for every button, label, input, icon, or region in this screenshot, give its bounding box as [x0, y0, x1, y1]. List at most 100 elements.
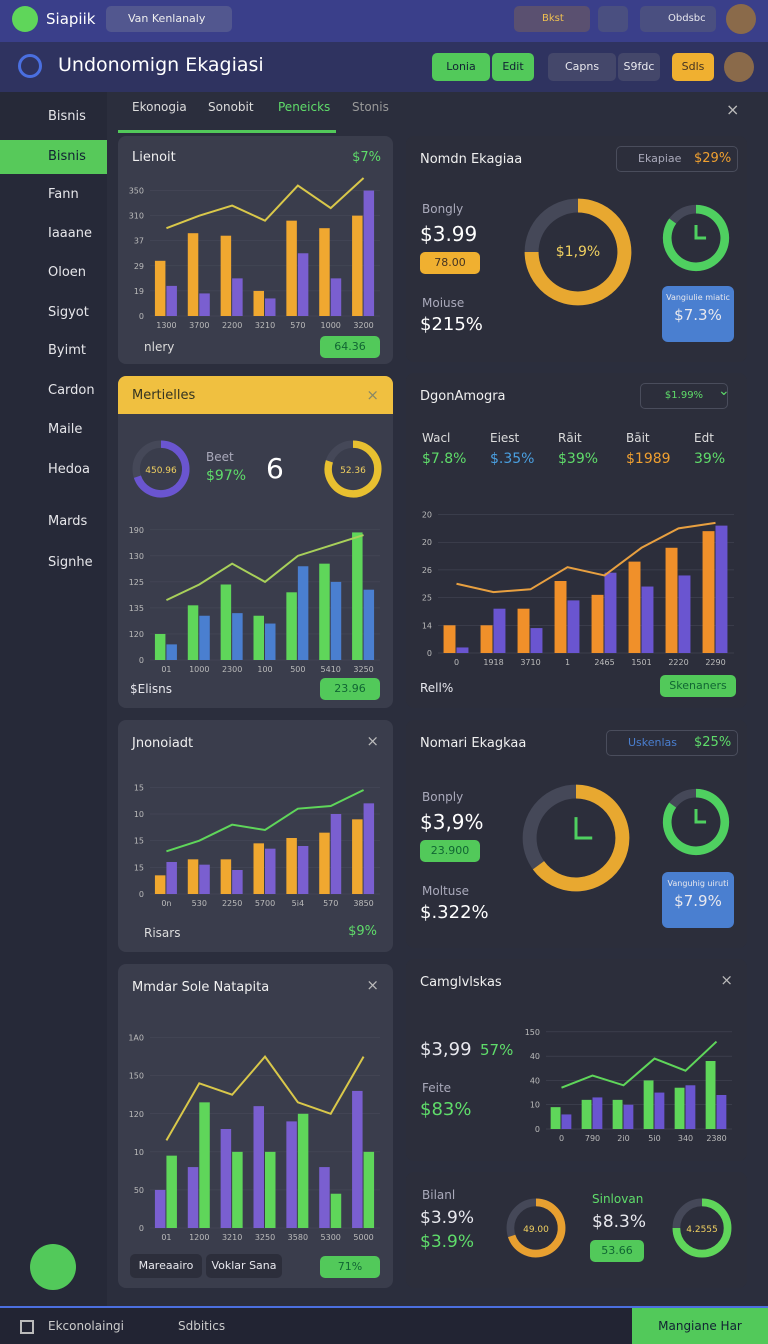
- bottom-item[interactable]: Sdbitics: [178, 1319, 226, 1333]
- x-tick-label: 5410: [321, 665, 341, 674]
- bar: [154, 260, 166, 316]
- tab-underline: [118, 130, 336, 133]
- user[interactable]: Obdsbc: [640, 6, 716, 32]
- footer-label: Risars: [144, 926, 181, 940]
- y-tick-label: 20: [422, 538, 432, 547]
- bar: [592, 1097, 603, 1129]
- y-tick-label: 350: [129, 187, 144, 196]
- x-tick-label: 3850: [353, 899, 373, 908]
- y-tick-label: 135: [129, 604, 144, 613]
- sidebar-item[interactable]: Iaaane: [48, 226, 92, 241]
- stat-label: Rāit: [558, 431, 582, 445]
- tab[interactable]: Ekonogia: [132, 100, 187, 114]
- close[interactable]: ×: [366, 386, 379, 404]
- sidebar-item[interactable]: Sigyot: [48, 305, 89, 320]
- sidebar-item[interactable]: Oloen: [48, 265, 87, 280]
- pill: 71%: [320, 1256, 380, 1278]
- bar: [352, 819, 363, 894]
- gauge: $1,9%: [524, 198, 632, 306]
- gauge: [522, 784, 630, 892]
- bar: [187, 859, 199, 894]
- button[interactable]: Voklar Sana: [206, 1254, 282, 1278]
- bar: [166, 862, 177, 894]
- bar: [253, 615, 264, 660]
- bottom-item[interactable]: Ekconolaingi: [48, 1319, 124, 1333]
- bar: [702, 531, 715, 653]
- button[interactable]: Skenaners: [660, 675, 736, 697]
- y-tick-label: 40: [530, 1076, 540, 1085]
- footer-label: nlery: [144, 340, 175, 354]
- label: Sinlovan: [592, 1192, 644, 1206]
- footer-label: Rell%: [420, 681, 454, 695]
- sidebar-item[interactable]: Cardon: [48, 383, 95, 398]
- card: Bilanl $3.9% $3.9% 49.00 Sinlovan $8.3% …: [406, 1172, 747, 1288]
- donut-arc: [662, 788, 730, 856]
- sidebar-item[interactable]: Signhe: [48, 555, 93, 570]
- stat-label: Bāit: [626, 431, 650, 445]
- chip[interactable]: Bkst: [514, 6, 590, 32]
- x-tick-label: 01: [161, 665, 171, 674]
- bar: [199, 1102, 210, 1228]
- fab[interactable]: [30, 1244, 76, 1290]
- card: Mmdar Sole Natapita × 0 50 10 120 150 1A0 01 12…: [118, 964, 393, 1288]
- sidebar-item[interactable]: Bisnis: [48, 109, 86, 124]
- bottom-button[interactable]: Mangiane Har: [632, 1308, 768, 1344]
- bar: [517, 608, 530, 653]
- sidebar-item[interactable]: Fann: [48, 187, 79, 202]
- close[interactable]: ×: [366, 732, 379, 750]
- sidebar-item[interactable]: Mards: [48, 514, 88, 529]
- icon: [20, 1320, 34, 1334]
- value: $3.9%: [420, 1232, 475, 1252]
- stat-value: $7.8%: [422, 451, 467, 467]
- sidebar-item[interactable]: Byimt: [48, 343, 86, 358]
- bar: [554, 581, 567, 653]
- logo: [12, 6, 38, 32]
- x-tick-label: 500: [290, 665, 305, 674]
- value: $9%: [348, 924, 377, 939]
- y-tick-label: 150: [129, 1072, 144, 1081]
- ring: [662, 204, 730, 272]
- button[interactable]: Lonia: [432, 53, 490, 81]
- y-tick-label: 26: [422, 566, 432, 575]
- bar: [166, 644, 177, 660]
- y-tick-label: 15: [134, 837, 144, 846]
- x-tick-label: 2200: [222, 321, 242, 330]
- bar: [641, 586, 654, 653]
- y-tick-label: 50: [134, 1186, 144, 1195]
- close[interactable]: ×: [366, 976, 379, 994]
- tab[interactable]: Stonis: [352, 100, 389, 114]
- x-tick-label: 2380: [706, 1134, 726, 1143]
- bar: [480, 625, 493, 653]
- button[interactable]: Edit: [492, 53, 534, 81]
- sidebar-item[interactable]: Hedoa: [48, 462, 90, 477]
- button[interactable]: S9fdc: [618, 53, 660, 81]
- chevron[interactable]: ⌄: [718, 383, 730, 399]
- button[interactable]: Capns: [548, 53, 616, 81]
- avatar[interactable]: [724, 52, 754, 82]
- value: 57%: [480, 1041, 514, 1059]
- stat-value: $.35%: [490, 451, 535, 467]
- sidebar-item[interactable]: Maile: [48, 422, 83, 437]
- close[interactable]: ×: [726, 100, 740, 119]
- bar: [567, 600, 580, 653]
- bar: [187, 233, 199, 316]
- x-tick-label: 570: [290, 321, 305, 330]
- x-tick-label: 1918: [483, 658, 503, 667]
- search[interactable]: Van Kenlanaly: [106, 6, 232, 32]
- y-tick-label: 15: [134, 783, 144, 792]
- x-tick-label: 3580: [288, 1233, 308, 1242]
- tab[interactable]: Sonobit: [208, 100, 254, 114]
- sidebar-item[interactable]: Bisnis: [0, 140, 107, 174]
- icon-btn[interactable]: [598, 6, 628, 32]
- value: $215%: [420, 314, 483, 335]
- close[interactable]: ×: [720, 971, 733, 989]
- x-tick-label: 3710: [520, 658, 540, 667]
- x-tick-label: 340: [678, 1134, 693, 1143]
- button[interactable]: Mareaairo: [130, 1254, 202, 1278]
- clock-hands: [574, 817, 593, 840]
- tab[interactable]: Peneicks: [278, 100, 331, 114]
- bar: [623, 1104, 634, 1129]
- x-tick-label: 3200: [353, 321, 373, 330]
- avatar[interactable]: [726, 4, 756, 34]
- button[interactable]: Sdls: [672, 53, 714, 81]
